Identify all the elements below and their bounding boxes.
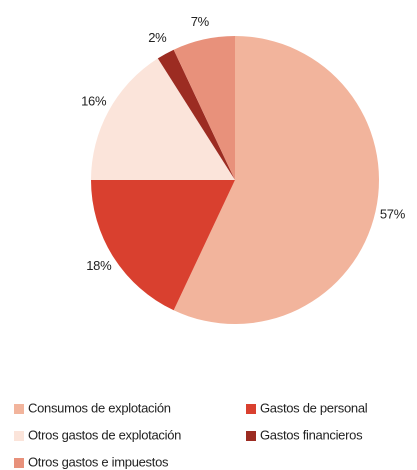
legend-label: Otros gastos e impuestos: [28, 454, 169, 469]
legend-swatch: [246, 404, 256, 414]
pie-slice: [91, 180, 235, 311]
pie-slice: [157, 49, 235, 181]
data-label: 2%: [148, 30, 167, 45]
pie-slice: [173, 36, 379, 324]
legend-swatch: [246, 431, 256, 441]
data-label: 57%: [380, 207, 406, 222]
data-label: 16%: [81, 94, 107, 109]
legend-label: Consumos de explotación: [28, 400, 171, 415]
legend-label: Gastos financieros: [260, 427, 363, 442]
legend-swatch: [14, 458, 24, 468]
data-label: 18%: [86, 258, 112, 273]
legend-label: Otros gastos de explotación: [28, 427, 181, 442]
pie-slice: [173, 36, 235, 180]
legend-swatch: [14, 431, 24, 441]
legend-label: Gastos de personal: [260, 400, 368, 415]
pie-slice: [91, 58, 235, 180]
legend-swatch: [14, 404, 24, 414]
data-label: 7%: [191, 14, 210, 29]
